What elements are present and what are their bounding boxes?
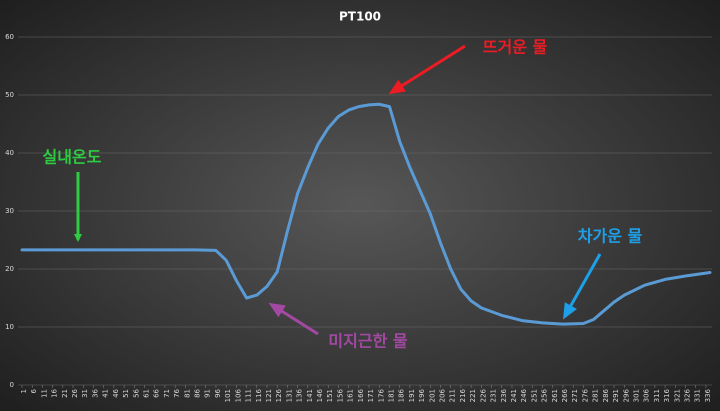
x-tick-label: 286	[602, 388, 610, 402]
y-tick-label: 40	[5, 149, 14, 157]
x-tick-label: 241	[510, 389, 518, 402]
arrow	[268, 302, 319, 336]
y-tick-label: 60	[5, 33, 14, 41]
x-tick-label: 181	[387, 389, 395, 402]
x-tick-label: 171	[367, 389, 375, 402]
x-tick-label: 211	[449, 389, 457, 402]
x-tick-label: 161	[347, 389, 355, 402]
x-tick-label: 266	[561, 388, 569, 402]
x-tick-label: 41	[102, 389, 110, 398]
x-tick-label: 21	[61, 389, 69, 398]
x-tick-label: 36	[91, 388, 99, 397]
x-tick-label: 81	[183, 389, 191, 398]
chart-title: PT100	[339, 10, 381, 24]
x-tick-label: 226	[479, 388, 487, 402]
x-tick-label: 216	[459, 388, 467, 402]
x-tick-label: 71	[163, 389, 171, 398]
x-tick-label: 166	[357, 388, 365, 402]
x-tick-label: 331	[694, 389, 702, 402]
data-line	[20, 102, 712, 326]
x-tick-label: 206	[439, 388, 447, 402]
x-tick-label: 106	[234, 388, 242, 402]
x-tick-label: 76	[173, 388, 181, 397]
x-tick-label: 26	[71, 388, 79, 397]
x-tick-label: 201	[428, 389, 436, 402]
x-tick-label: 311	[653, 389, 661, 402]
arrow	[388, 44, 466, 95]
x-tick-label: 156	[336, 388, 344, 402]
x-tick-label: 276	[581, 388, 589, 402]
x-tick-label: 136	[296, 388, 304, 402]
y-tick-label: 50	[5, 91, 14, 99]
x-tick-label: 176	[377, 388, 385, 402]
x-tick-label: 96	[214, 388, 222, 397]
x-tick-label: 191	[408, 389, 416, 402]
x-tick-label: 231	[490, 389, 498, 402]
x-tick-label: 146	[316, 388, 324, 402]
x-tick-label: 126	[275, 388, 283, 402]
y-tick-label: 30	[5, 207, 14, 215]
x-tick-label: 151	[326, 389, 334, 402]
x-tick-label: 221	[469, 389, 477, 402]
x-tick-label: 131	[285, 389, 293, 402]
x-tick-label: 281	[592, 389, 600, 402]
x-tick-label: 256	[541, 388, 549, 402]
annotation: 차가운 물	[578, 227, 643, 246]
x-tick-label: 296	[622, 388, 630, 402]
y-tick-label: 0	[10, 381, 14, 389]
x-tick-label: 186	[398, 388, 406, 402]
y-tick-label: 10	[5, 323, 14, 331]
annotation: 미지근한 물	[328, 332, 407, 351]
x-tick-label: 251	[530, 389, 538, 402]
x-tick-label: 236	[500, 388, 508, 402]
x-tick-label: 61	[142, 389, 150, 398]
x-tick-label: 246	[520, 388, 528, 402]
x-tick-label: 321	[673, 389, 681, 402]
x-tick-label: 121	[265, 389, 273, 402]
x-tick-label: 66	[153, 388, 161, 397]
arrow	[563, 253, 602, 320]
x-tick-label: 51	[122, 389, 130, 398]
x-tick-label: 196	[418, 388, 426, 402]
x-tick-label: 261	[551, 389, 559, 402]
x-tick-label: 91	[204, 389, 212, 398]
x-tick-label: 291	[612, 389, 620, 402]
x-tick-label: 86	[194, 388, 202, 397]
x-tick-label: 56	[132, 388, 140, 397]
annotation: 실내온도	[43, 148, 102, 167]
x-tick-label: 316	[663, 388, 671, 402]
x-tick-label: 31	[81, 389, 89, 398]
x-tick-label: 6	[30, 388, 38, 393]
x-tick-label: 16	[51, 388, 59, 397]
annotation: 뜨거운 물	[483, 38, 548, 57]
x-tick-label: 306	[643, 388, 651, 402]
x-tick-label: 141	[306, 389, 314, 402]
x-tick-label: 46	[112, 388, 120, 397]
x-tick-label: 301	[632, 389, 640, 402]
x-tick-label: 11	[40, 389, 48, 398]
x-tick-label: 1	[20, 389, 28, 393]
x-tick-label: 271	[571, 389, 579, 402]
x-tick-label: 116	[255, 388, 263, 402]
x-tick-label: 101	[224, 389, 232, 402]
x-tick-label: 326	[684, 388, 692, 402]
x-tick-label: 336	[704, 388, 712, 402]
y-tick-label: 20	[5, 265, 14, 273]
x-tick-label: 111	[245, 389, 253, 402]
